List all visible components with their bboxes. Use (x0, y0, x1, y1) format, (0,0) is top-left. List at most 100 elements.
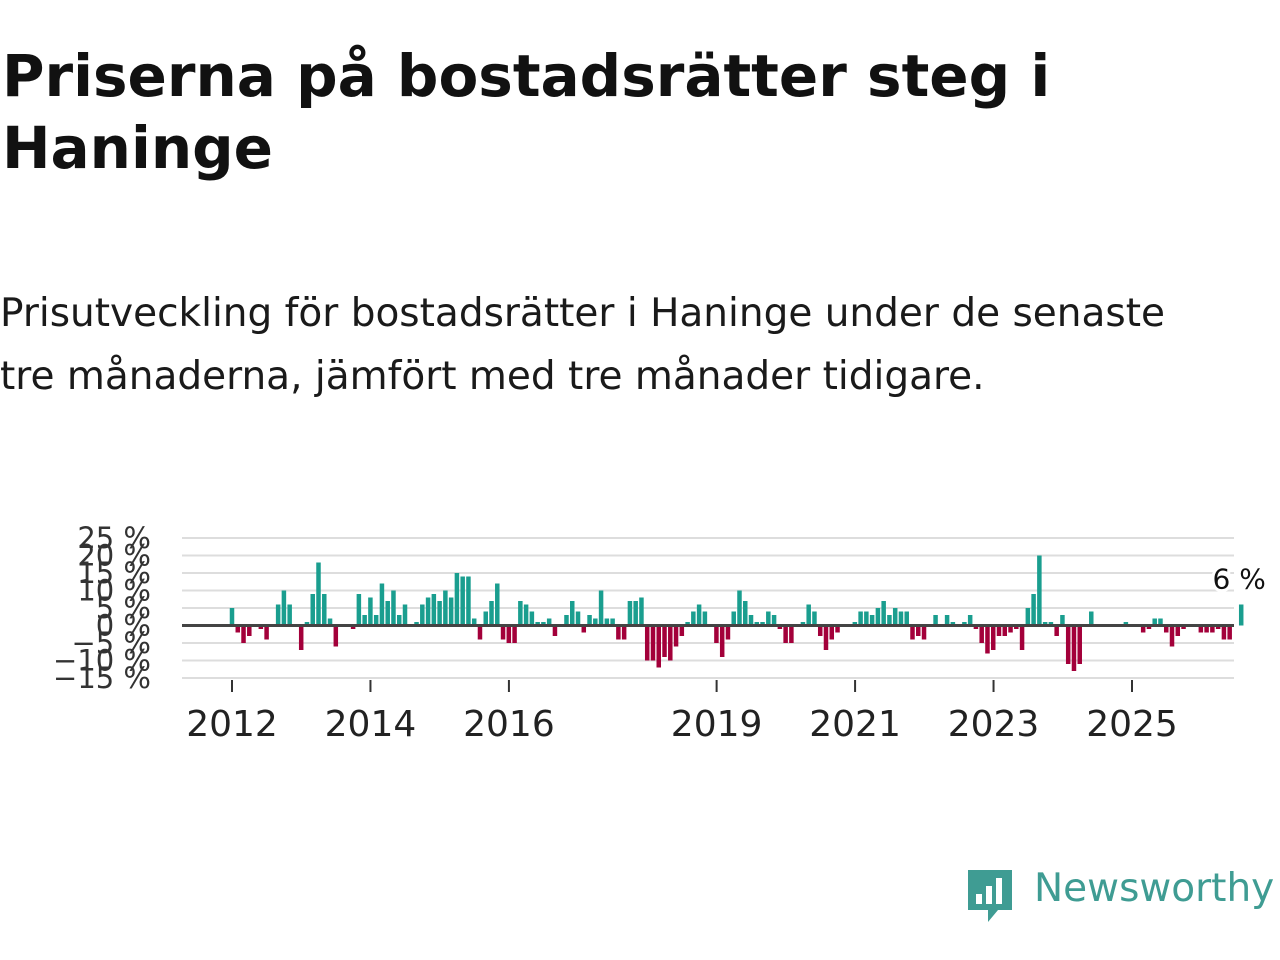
bar (1054, 625, 1059, 636)
bar (471, 618, 477, 626)
bar (512, 625, 517, 643)
bar (604, 618, 610, 626)
bar (495, 583, 500, 626)
bar (1071, 625, 1077, 671)
x-tick-label: 2016 (463, 704, 555, 740)
bar (304, 622, 310, 626)
bar (771, 615, 777, 626)
bar (1152, 618, 1157, 626)
bar (616, 625, 621, 640)
x-tick-label: 2025 (1086, 704, 1178, 740)
bar (564, 615, 569, 626)
bar (962, 622, 967, 626)
bar (789, 625, 794, 643)
y-tick-label: 15 % (77, 556, 151, 590)
bar (460, 576, 465, 626)
bar (379, 583, 385, 626)
bar (275, 604, 281, 626)
bar (898, 611, 904, 626)
bar (391, 590, 396, 626)
bar (333, 625, 339, 647)
bar (241, 625, 246, 643)
bar (448, 597, 454, 626)
bar (944, 615, 950, 626)
bar (425, 597, 431, 626)
bar (489, 601, 494, 626)
y-tick-label: 0 % (96, 609, 151, 643)
bar (921, 625, 927, 640)
bar (892, 608, 898, 626)
bar (1048, 622, 1054, 626)
bar (610, 618, 615, 626)
bar (973, 625, 979, 629)
bar (247, 625, 252, 636)
bar (327, 618, 333, 626)
y-tick-label: −5 % (71, 626, 151, 660)
bar (852, 622, 858, 626)
bar (823, 625, 829, 650)
bar (1169, 625, 1175, 647)
y-tick-label: 10 % (77, 574, 151, 608)
bar (570, 601, 575, 626)
x-tick-label: 2019 (671, 704, 763, 740)
x-tick-label: 2014 (325, 704, 417, 740)
bar (1221, 625, 1227, 640)
bar (731, 611, 736, 626)
bar (1031, 594, 1036, 626)
bar (1163, 625, 1169, 633)
bar (316, 562, 321, 626)
bar (396, 615, 402, 626)
bar (627, 601, 633, 626)
bar (621, 625, 627, 640)
bar (373, 615, 379, 626)
bar (748, 615, 754, 626)
newsworthy-logo[interactable]: Newsworthy (964, 864, 1280, 930)
bar (368, 597, 373, 626)
bar (322, 594, 327, 626)
bar (766, 611, 771, 626)
bar (454, 573, 460, 626)
bar (881, 601, 886, 626)
bar (817, 625, 823, 636)
bar (1227, 625, 1232, 640)
chart-title: Priserna på bostadsrätter steg i Haninge (2, 42, 1051, 182)
bar (1238, 604, 1244, 626)
bar (673, 625, 679, 647)
bar (593, 618, 598, 626)
x-tick-label: 2021 (809, 704, 901, 740)
bar (523, 604, 529, 626)
bar (258, 625, 264, 629)
bar (443, 590, 448, 626)
bar (1198, 625, 1204, 633)
bar (1204, 625, 1209, 633)
bar (644, 625, 650, 661)
bar (1158, 618, 1163, 626)
bar (483, 611, 488, 626)
bar (264, 625, 269, 640)
bar (287, 604, 292, 626)
bar (477, 625, 483, 640)
bar (806, 604, 811, 626)
bar (1215, 625, 1221, 629)
brand-name: Newsworthy (1034, 866, 1275, 911)
bar (529, 611, 535, 626)
bar (990, 625, 996, 650)
x-axis: 2012 2014 2016 2019 2021 2023 2025 (186, 680, 1178, 740)
bar (1019, 625, 1025, 650)
bar (1210, 625, 1215, 633)
bar (1060, 615, 1065, 626)
last-value-annotation: 6 % (1213, 563, 1266, 596)
bar (875, 608, 881, 626)
bar (541, 622, 546, 626)
bar (535, 622, 540, 626)
bar (402, 604, 408, 626)
bar (714, 625, 719, 643)
bar (229, 608, 235, 626)
bar (431, 594, 437, 626)
bar (887, 615, 892, 626)
bar (546, 618, 552, 626)
bar (760, 622, 765, 626)
bar (414, 622, 419, 626)
bar (679, 625, 685, 636)
bar (702, 611, 708, 626)
